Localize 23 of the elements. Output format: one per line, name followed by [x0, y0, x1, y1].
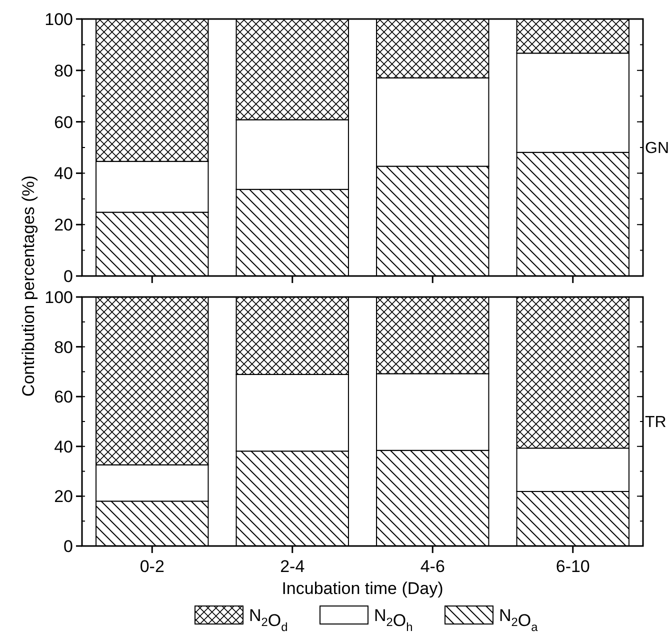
x-tick-label: 2-4	[280, 557, 305, 576]
y-tick-label: 100	[44, 288, 73, 307]
x-tick-label: 4-6	[420, 557, 445, 576]
legend-label: N$_{2}$O$_{d}$	[249, 606, 288, 634]
y-tick-label: 40	[54, 437, 73, 456]
y-tick-label: 100	[44, 10, 73, 29]
y-tick-label: 40	[54, 164, 73, 184]
text: GN	[645, 140, 669, 158]
y-tick-label: 0	[64, 266, 73, 286]
y-tick-label: 20	[54, 216, 73, 235]
y-tick-label: 80	[54, 61, 73, 80]
x-tick-label: 6-10	[556, 557, 590, 576]
x-axis-title: Incubation time (Day)	[282, 579, 444, 598]
y-tick-label: 0	[64, 536, 73, 556]
y-tick-label: 60	[54, 112, 73, 132]
legend-label: N$_{2}$O$_{a}$	[499, 606, 538, 634]
legend-label: N$_{2}$O$_{h}$	[374, 606, 413, 634]
y-axis-title: Contribution percentages (%)	[19, 175, 38, 397]
y-tick-label: 20	[54, 487, 73, 506]
text: TR	[645, 414, 666, 432]
y-tick-label: 80	[54, 338, 73, 357]
x-tick-label: 0-2	[140, 557, 164, 576]
y-tick-label: 60	[54, 388, 73, 407]
